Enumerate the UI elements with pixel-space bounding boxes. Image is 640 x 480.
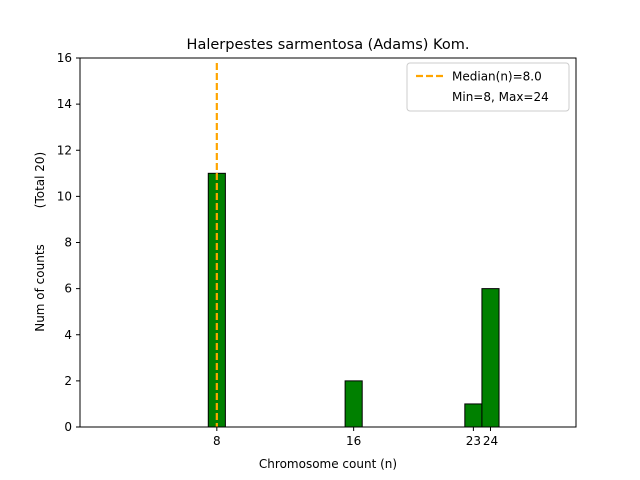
x-axis-label: Chromosome count (n) [259, 457, 397, 471]
x-tick-label: 23 [466, 434, 481, 448]
x-tick-label: 24 [483, 434, 498, 448]
x-tick-label: 8 [213, 434, 221, 448]
y-tick-label: 16 [57, 51, 72, 65]
legend: Median(n)=8.0 Min=8, Max=24 [406, 62, 570, 112]
y-axis-total-label: (Total 20) [33, 152, 47, 208]
legend-minmax-label: Min=8, Max=24 [452, 90, 549, 104]
x-axis-ticks: 8 16 23 24 [213, 427, 498, 448]
bars [207, 172, 500, 428]
y-tick-label: 12 [57, 143, 72, 157]
legend-box [406, 62, 570, 112]
y-tick-label: 0 [64, 420, 72, 434]
y-tick-label: 4 [64, 328, 72, 342]
y-tick-label: 2 [64, 374, 72, 388]
chart-title: Halerpestes sarmentosa (Adams) Kom. [187, 37, 470, 53]
y-axis-ticks: 0 2 4 6 8 10 12 14 16 [57, 51, 80, 434]
y-tick-label: 14 [57, 97, 72, 111]
bar-16 [344, 380, 363, 428]
y-tick-label: 8 [64, 236, 72, 250]
y-axis-label: Num of counts [33, 244, 47, 332]
y-tick-label: 6 [64, 282, 72, 296]
bar-24 [481, 288, 500, 428]
legend-median-label: Median(n)=8.0 [452, 70, 542, 84]
bar-23 [464, 403, 483, 428]
x-tick-label: 16 [346, 434, 361, 448]
y-tick-label: 10 [57, 189, 72, 203]
